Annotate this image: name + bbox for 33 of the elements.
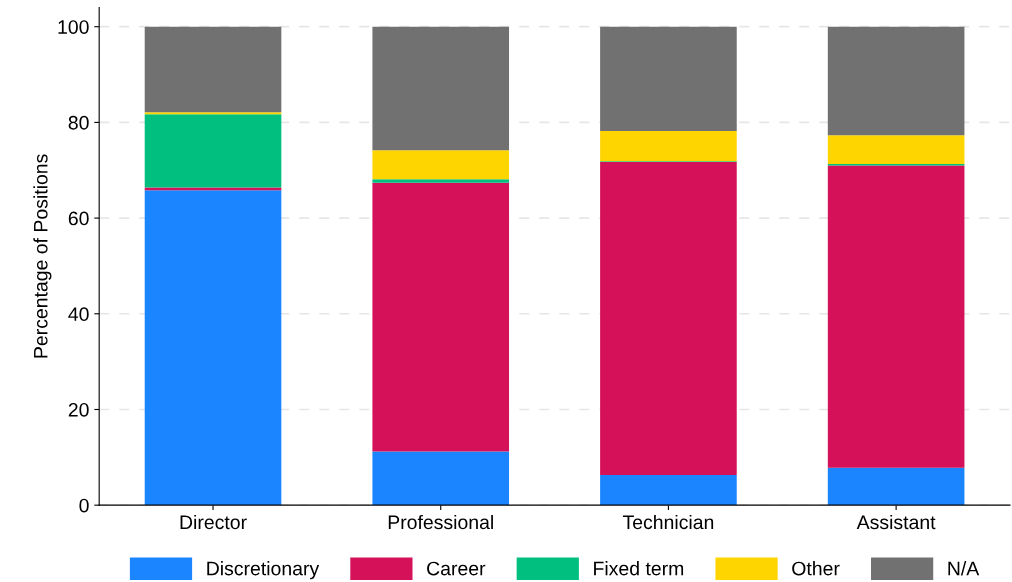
bar xyxy=(144,26,282,113)
bar xyxy=(144,187,282,191)
legend-label: N/A xyxy=(948,561,980,576)
bar xyxy=(600,162,737,476)
y-tick-label: 0 xyxy=(79,498,89,513)
legend-label: Other xyxy=(792,561,840,576)
bar xyxy=(144,114,282,188)
bar xyxy=(600,26,737,132)
bar xyxy=(372,179,510,183)
y-tick-label: 100 xyxy=(58,20,89,34)
bar xyxy=(372,182,510,452)
legend-label: Career xyxy=(427,561,486,576)
legend-label: Fixed term xyxy=(594,561,684,576)
y-tick-label: 80 xyxy=(68,115,89,130)
bar xyxy=(827,26,965,136)
x-tick-label: Assistant xyxy=(856,514,936,530)
bar xyxy=(827,467,965,506)
bar xyxy=(372,451,510,506)
x-tick-label: Director xyxy=(180,514,247,530)
x-tick-label: Professional xyxy=(388,514,493,530)
bar xyxy=(600,475,737,506)
bar xyxy=(827,135,965,165)
y-tick-label: 60 xyxy=(68,211,89,226)
bar xyxy=(827,165,965,468)
y-axis-title: Percentage of Positions xyxy=(33,154,52,358)
bar xyxy=(372,150,510,180)
bar xyxy=(144,190,282,506)
legend-label: Discretionary xyxy=(207,561,320,580)
x-tick-label: Technician xyxy=(622,514,714,530)
y-tick-label: 20 xyxy=(68,402,89,417)
bar xyxy=(372,26,510,151)
bar xyxy=(600,131,737,162)
y-tick-label: 40 xyxy=(68,307,89,322)
